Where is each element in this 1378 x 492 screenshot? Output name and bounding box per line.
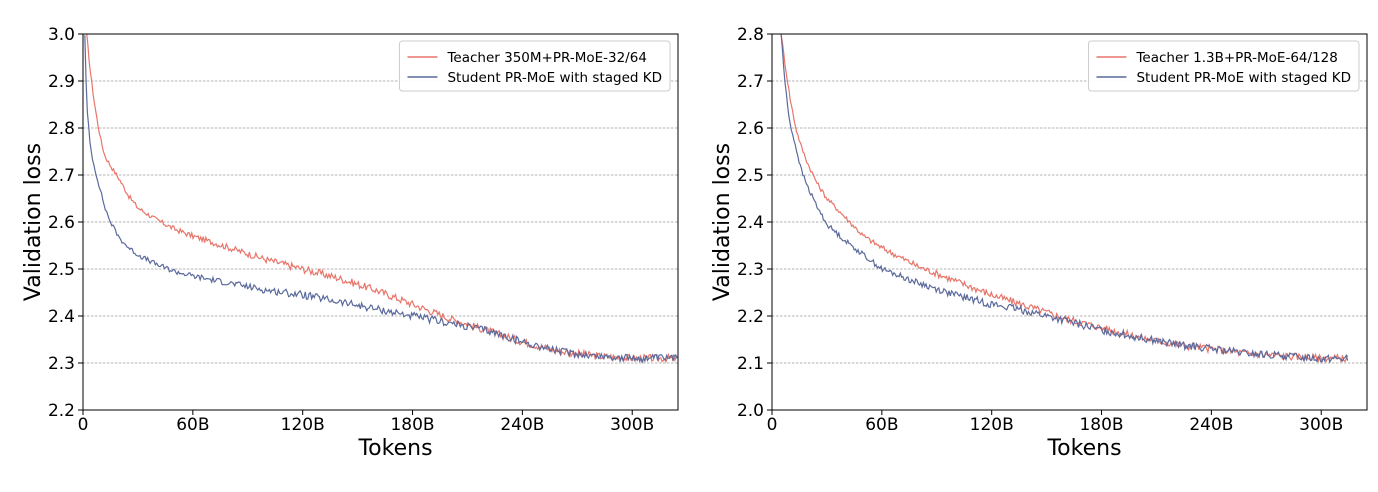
y-tick-label: 2.2 <box>737 307 764 327</box>
y-tick-label: 2.4 <box>737 213 764 233</box>
y-tick-label: 2.7 <box>737 72 764 92</box>
legend-box <box>398 40 671 92</box>
x-tick-label: 60B <box>176 415 209 435</box>
x-tick-label: 300B <box>1299 415 1343 435</box>
x-tick-label: 180B <box>390 415 434 435</box>
legend: Teacher 1.3B+PR-MoE-64/128 Student PR-MoE… <box>1087 40 1360 92</box>
y-tick-label: 2.5 <box>737 166 764 186</box>
x-tick-label: 180B <box>1079 415 1123 435</box>
y-axis-label: Validation loss <box>21 143 46 301</box>
y-tick-label: 2.0 <box>737 401 764 421</box>
series-line-student <box>84 35 678 364</box>
series-line-student <box>780 34 1349 364</box>
x-axis-label: Tokens <box>1046 436 1121 461</box>
x-tick-label: 60B <box>865 415 898 435</box>
y-tick-label: 2.3 <box>737 260 764 280</box>
y-tick-label: 2.6 <box>48 213 75 233</box>
x-tick-label: 240B <box>500 415 544 435</box>
x-tick-label: 0 <box>767 415 778 435</box>
y-axis-label: Validation loss <box>710 143 735 301</box>
y-tick-label: 2.4 <box>48 307 75 327</box>
y-tick-label: 2.5 <box>48 260 75 280</box>
legend-label: Teacher 350M+PR-MoE-32/64 <box>446 50 646 66</box>
chart-svg-left: 2.2 2.3 2.4 2.5 2.6 2.7 2.8 2.9 3.0 0 60B 120B 180B 2… <box>21 25 679 461</box>
legend-label: Student PR-MoE with staged KD <box>447 70 662 86</box>
legend-label: Student PR-MoE with staged KD <box>1136 70 1351 86</box>
legend: Teacher 350M+PR-MoE-32/64 Student PR-MoE … <box>398 40 671 92</box>
x-tick-label: 120B <box>281 415 325 435</box>
chart-panel-left: 2.2 2.3 2.4 2.5 2.6 2.7 2.8 2.9 3.0 0 60B 120B 180B 2… <box>0 0 689 488</box>
y-tick-label: 2.9 <box>48 72 75 92</box>
y-tick-label: 2.1 <box>737 354 764 374</box>
y-tick-label: 2.2 <box>48 401 75 421</box>
series-line-teacher <box>86 34 678 364</box>
x-axis-label: Tokens <box>357 436 432 461</box>
legend-box <box>1087 40 1360 92</box>
x-tick-label: 120B <box>970 415 1014 435</box>
y-tick-label: 3.0 <box>48 25 75 45</box>
y-tick-label: 2.6 <box>737 119 764 139</box>
x-tick-label: 0 <box>78 415 89 435</box>
chart-panel-right: 2.0 2.1 2.2 2.3 2.4 2.5 2.6 2.7 2.8 0 60B 120B 180B 2… <box>689 0 1378 488</box>
x-tick-label: 300B <box>610 415 654 435</box>
y-tick-label: 2.8 <box>737 25 764 45</box>
chart-svg-right: 2.0 2.1 2.2 2.3 2.4 2.5 2.6 2.7 2.8 0 60B 120B 180B 2… <box>710 25 1368 461</box>
y-tick-label: 2.8 <box>48 119 75 139</box>
y-tick-label: 2.7 <box>48 166 75 186</box>
legend-label: Teacher 1.3B+PR-MoE-64/128 <box>1135 50 1337 66</box>
x-tick-label: 240B <box>1189 415 1233 435</box>
y-tick-label: 2.3 <box>48 354 75 374</box>
